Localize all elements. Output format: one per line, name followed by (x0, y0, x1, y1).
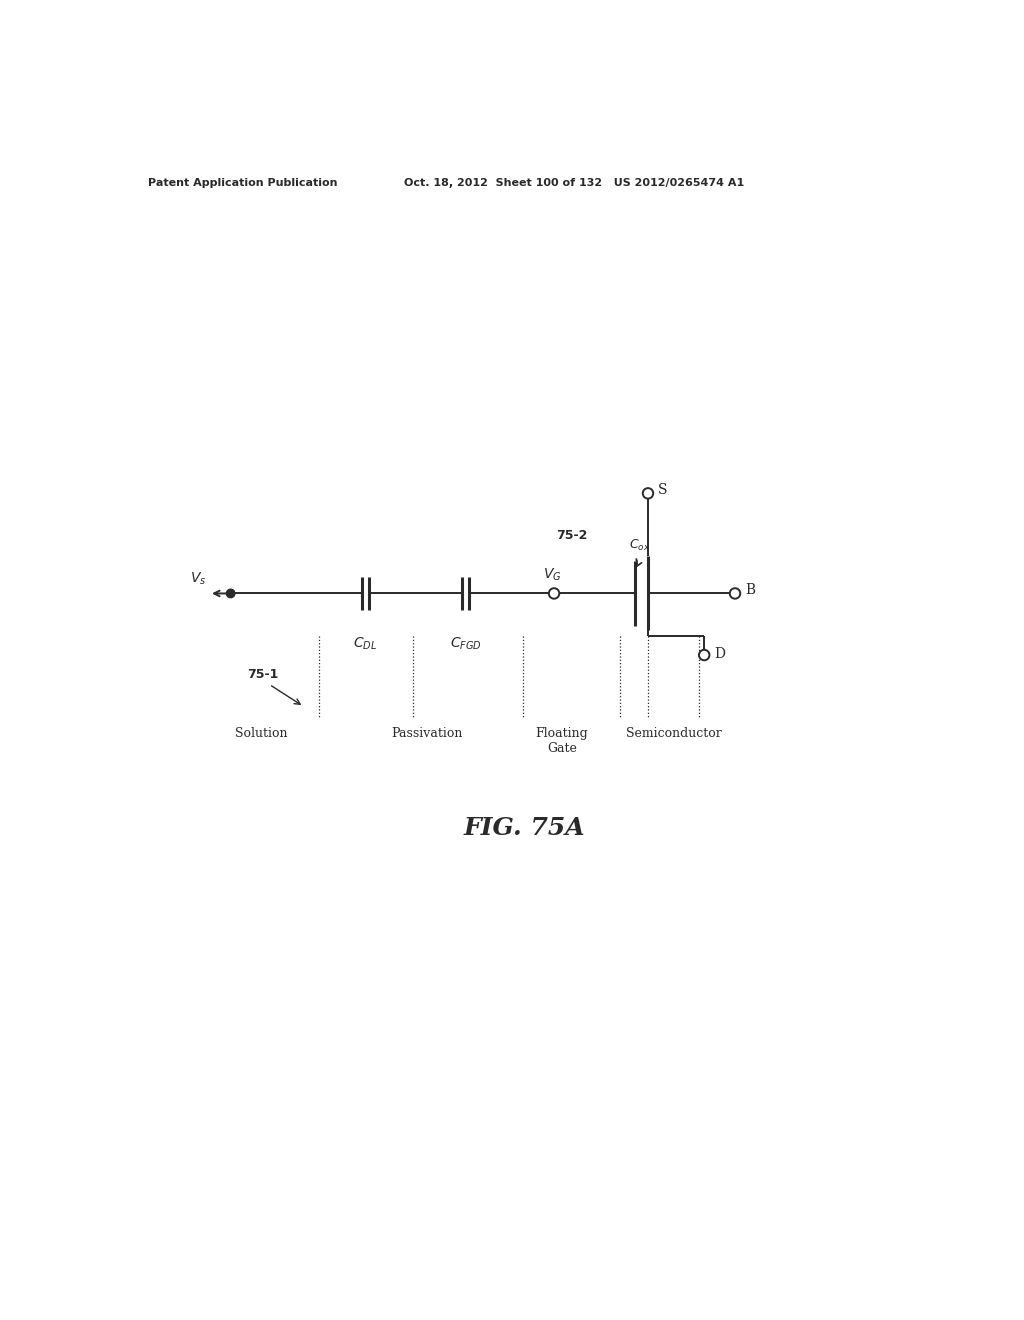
Text: D: D (714, 647, 725, 660)
Text: FIG. 75A: FIG. 75A (464, 816, 586, 841)
Text: Patent Application Publication: Patent Application Publication (147, 178, 337, 187)
Text: 75-1: 75-1 (248, 668, 279, 681)
Text: Semiconductor: Semiconductor (626, 726, 721, 739)
Text: $V_G$: $V_G$ (544, 568, 562, 583)
Text: $C_{FGD}$: $C_{FGD}$ (450, 636, 481, 652)
Text: $C_{DL}$: $C_{DL}$ (353, 636, 378, 652)
Text: Oct. 18, 2012  Sheet 100 of 132   US 2012/0265474 A1: Oct. 18, 2012 Sheet 100 of 132 US 2012/0… (403, 178, 744, 187)
Text: S: S (658, 483, 668, 498)
Text: Floating
Gate: Floating Gate (536, 726, 588, 755)
Text: 75-2: 75-2 (556, 529, 588, 543)
Text: Passivation: Passivation (391, 726, 463, 739)
Circle shape (226, 589, 234, 598)
Text: $C_{ox}$: $C_{ox}$ (629, 537, 650, 553)
Text: $V_s$: $V_s$ (190, 570, 207, 587)
Text: B: B (745, 583, 755, 598)
Text: Solution: Solution (236, 726, 288, 739)
